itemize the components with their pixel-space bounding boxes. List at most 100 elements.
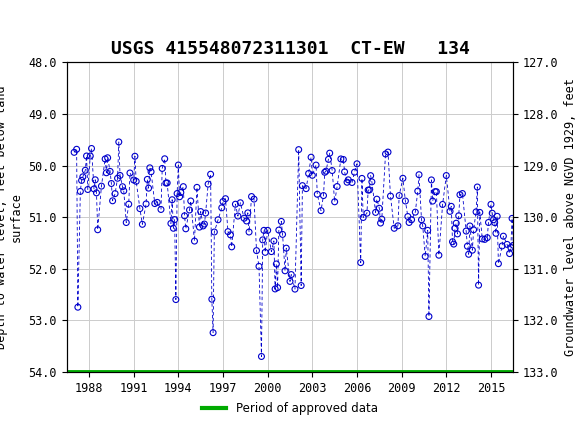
- Point: [92, 189, 101, 196]
- Point: [86, 153, 95, 160]
- Point: [358, 214, 368, 221]
- Point: [458, 190, 467, 197]
- Point: [144, 185, 153, 192]
- Point: [365, 187, 374, 194]
- Point: [438, 201, 447, 208]
- Point: [413, 187, 422, 194]
- Point: [340, 169, 349, 175]
- Point: [491, 230, 501, 237]
- Point: [375, 205, 384, 212]
- Point: [193, 184, 202, 191]
- Point: [342, 179, 351, 186]
- Point: [306, 154, 316, 161]
- Point: [277, 218, 286, 225]
- Point: [114, 138, 124, 145]
- Point: [72, 146, 81, 153]
- Point: [137, 221, 147, 228]
- Point: [483, 234, 492, 241]
- Point: [325, 150, 334, 157]
- Point: [287, 271, 296, 278]
- Point: [243, 209, 252, 216]
- Point: [417, 216, 426, 223]
- Point: [226, 231, 235, 238]
- Point: [502, 241, 512, 248]
- Point: [169, 225, 178, 232]
- Point: [135, 205, 144, 212]
- Point: [282, 245, 291, 252]
- Point: [162, 179, 172, 186]
- Y-axis label: Depth to water level, feet below land
surface: Depth to water level, feet below land su…: [0, 85, 23, 349]
- Point: [307, 172, 317, 179]
- Point: [462, 227, 471, 234]
- Point: [505, 250, 514, 257]
- Point: [244, 229, 253, 236]
- Point: [319, 192, 328, 199]
- Point: [146, 168, 155, 175]
- Point: [336, 156, 346, 163]
- Point: [89, 185, 99, 192]
- Point: [172, 190, 182, 197]
- Point: [393, 222, 403, 229]
- Point: [492, 213, 502, 220]
- Point: [296, 282, 306, 289]
- Point: [259, 227, 269, 234]
- Point: [362, 210, 372, 217]
- Point: [291, 286, 300, 292]
- Point: [269, 237, 278, 244]
- Point: [447, 203, 456, 210]
- Point: [240, 215, 249, 222]
- Point: [260, 249, 270, 256]
- Point: [344, 176, 353, 183]
- Point: [401, 197, 410, 204]
- Point: [198, 222, 208, 229]
- Point: [171, 296, 180, 303]
- Point: [242, 218, 251, 224]
- Point: [110, 190, 119, 197]
- Point: [450, 225, 459, 232]
- Point: [463, 243, 472, 250]
- Point: [467, 247, 477, 254]
- Point: [454, 212, 463, 219]
- Point: [448, 238, 457, 245]
- Point: [130, 153, 140, 160]
- Point: [145, 164, 154, 171]
- Point: [386, 193, 395, 200]
- Point: [465, 222, 474, 229]
- Point: [464, 251, 473, 258]
- Point: [469, 226, 478, 233]
- Point: [347, 179, 357, 186]
- Point: [311, 162, 321, 169]
- Point: [475, 209, 484, 216]
- Point: [132, 178, 141, 185]
- Point: [371, 209, 380, 216]
- Point: [494, 260, 503, 267]
- Point: [508, 215, 517, 222]
- Point: [498, 243, 507, 249]
- Point: [173, 162, 183, 169]
- Point: [87, 145, 96, 152]
- Point: [200, 221, 209, 227]
- Point: [83, 186, 92, 193]
- Point: [367, 178, 376, 185]
- Point: [403, 213, 412, 220]
- Point: [208, 329, 218, 336]
- Point: [195, 224, 204, 230]
- Point: [280, 267, 289, 274]
- Point: [217, 204, 226, 211]
- Point: [425, 313, 434, 320]
- Point: [113, 175, 122, 182]
- Point: [441, 172, 451, 179]
- Point: [302, 185, 311, 192]
- Point: [100, 156, 110, 163]
- Point: [90, 176, 100, 183]
- Point: [407, 216, 416, 223]
- Point: [235, 200, 245, 206]
- Point: [157, 206, 166, 213]
- Point: [233, 212, 242, 219]
- Point: [257, 353, 266, 360]
- Point: [394, 192, 404, 199]
- Point: [161, 180, 171, 187]
- Point: [411, 209, 420, 215]
- Point: [381, 150, 390, 157]
- Point: [434, 252, 444, 259]
